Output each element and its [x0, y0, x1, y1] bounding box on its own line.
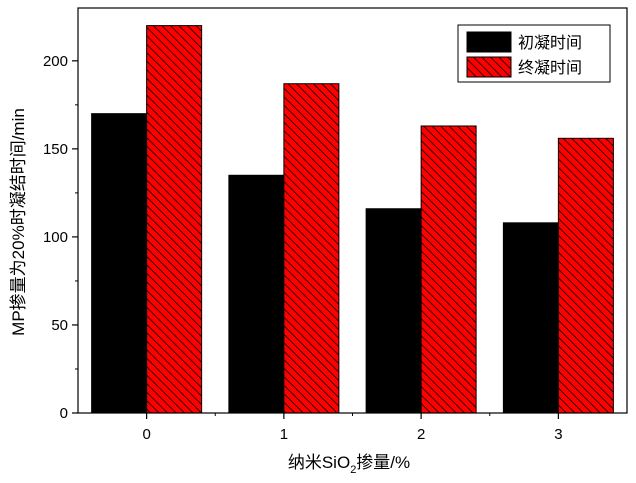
bar-series-2-1	[283, 83, 340, 414]
y-tick-label: 50	[51, 317, 68, 334]
y-tick-label: 100	[43, 229, 68, 246]
x-axis-title: 纳米SiO2掺量/%	[288, 453, 410, 476]
bar-series-1-2	[365, 208, 422, 414]
x-tick-label: 0	[142, 426, 150, 443]
x-axis-title-main: 纳米SiO	[288, 453, 350, 472]
x-tick-label: 2	[417, 426, 425, 443]
axes: 0 50 100 150 200 0 1 2 3	[43, 7, 628, 443]
x-tick-label: 1	[280, 426, 288, 443]
bar-series-1-0	[91, 113, 148, 414]
x-tick-label: 3	[554, 426, 562, 443]
legend-label-series-2: 终凝时间	[518, 59, 582, 77]
y-axis-title: MP掺量为20%时凝结时间/min	[9, 108, 28, 336]
legend-swatch-series-1	[466, 31, 512, 53]
legend: 初凝时间 终凝时间	[457, 24, 611, 83]
y-tick-label: 150	[43, 141, 68, 158]
bar-series-2-2	[420, 125, 477, 414]
y-tick-label: 200	[43, 53, 68, 70]
legend-swatch-series-2	[466, 56, 512, 78]
x-axis-title-suffix: 掺量/%	[356, 453, 410, 472]
y-tick-label: 0	[60, 405, 68, 422]
bar-series-2-3	[557, 137, 614, 414]
x-axis-title-subscript: 2	[350, 464, 356, 476]
legend-label-series-1: 初凝时间	[518, 34, 582, 52]
bar-series-2-0	[146, 25, 203, 414]
bar-series-1-3	[502, 222, 559, 414]
bar-series-1-1	[228, 174, 285, 414]
plot-area	[91, 25, 614, 414]
